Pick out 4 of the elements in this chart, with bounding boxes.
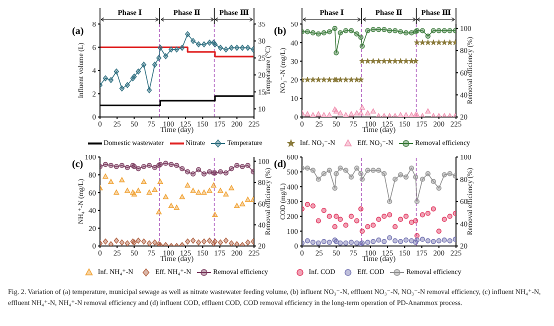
chart-title: (c) — [72, 159, 84, 170]
chart-title: (b) — [274, 26, 286, 37]
chart-title: (a) — [72, 26, 84, 37]
chart-title: (d) — [274, 159, 286, 170]
